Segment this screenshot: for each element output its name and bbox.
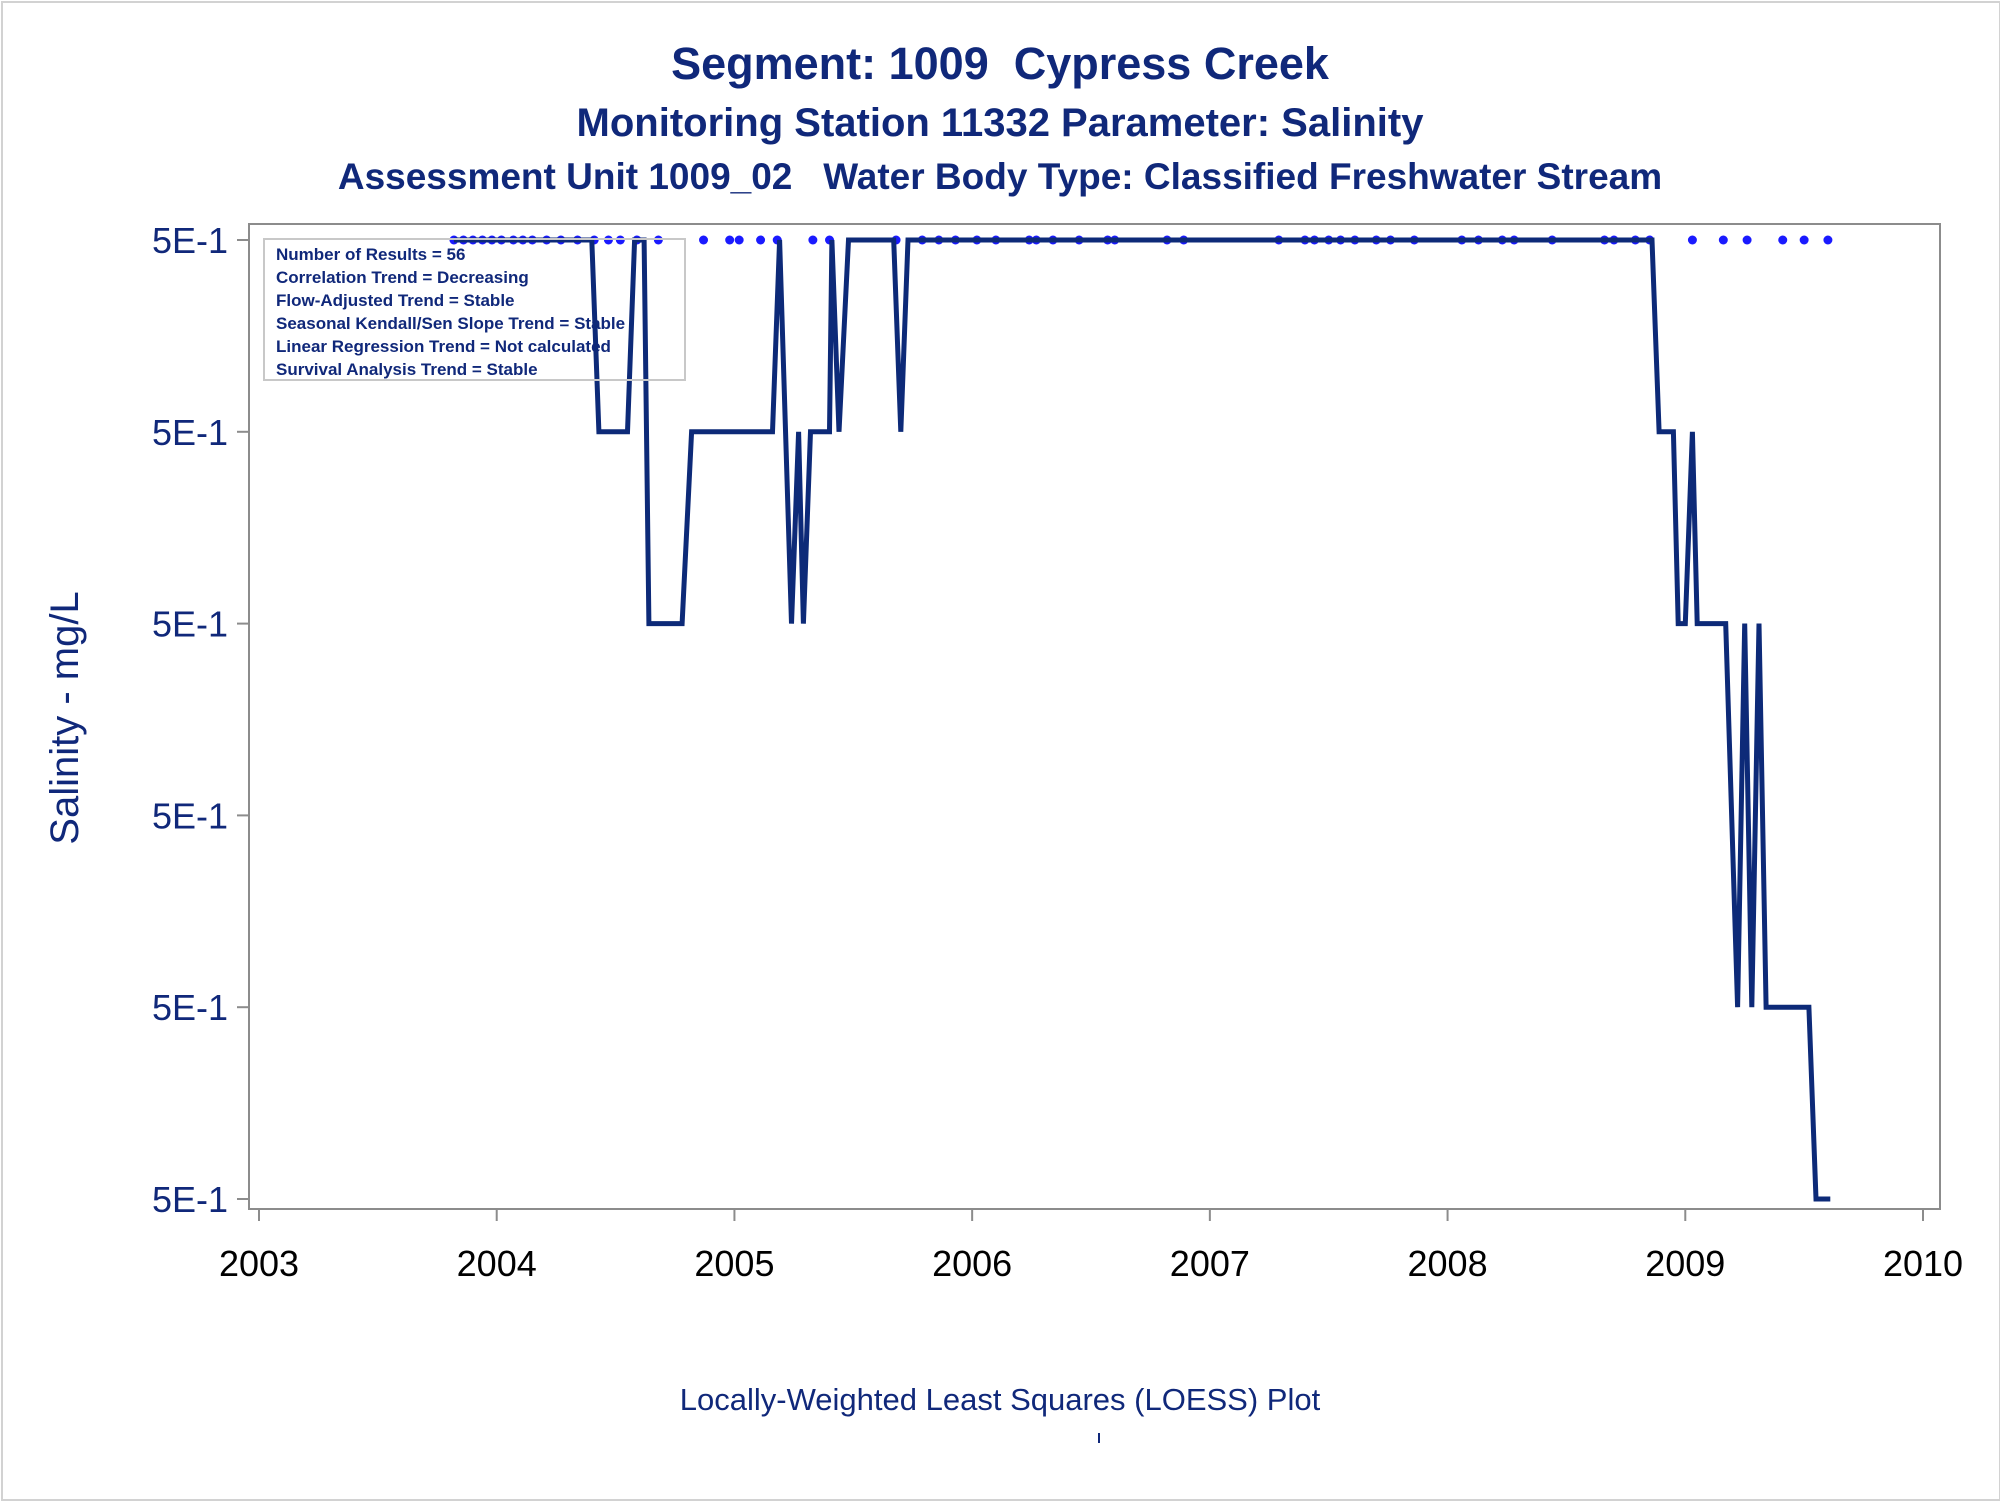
trend-info-line: Linear Regression Trend = Not calculated — [276, 337, 611, 356]
plot-area — [248, 223, 1941, 1210]
y-tick-label: 5E-1 — [152, 604, 228, 645]
trend-info-line: Seasonal Kendall/Sen Slope Trend = Stabl… — [276, 314, 625, 333]
trend-info-line: Flow-Adjusted Trend = Stable — [276, 291, 515, 310]
loess-line-path — [453, 237, 1831, 1202]
x-tick-label: 2004 — [457, 1243, 537, 1284]
trend-info-line: Survival Analysis Trend = Stable — [276, 360, 538, 379]
x-tick-label: 2009 — [1645, 1243, 1725, 1284]
x-tick-label: 2010 — [1883, 1243, 1963, 1284]
plot-footnote: Locally-Weighted Least Squares (LOESS) P… — [679, 1382, 1321, 1417]
data-point — [1823, 235, 1833, 245]
trend-info-line: Number of Results = 56 — [276, 245, 465, 264]
footnote-tick — [1098, 1433, 1100, 1443]
data-point — [1778, 235, 1788, 245]
y-axis: 5E-1 5E-1 5E-1 5E-1 5E-1 5E-1 — [152, 220, 249, 1220]
y-tick-label: 5E-1 — [152, 1179, 228, 1220]
chart-subtitle-station: Monitoring Station 11332 Parameter: Sali… — [576, 101, 1424, 145]
data-point — [725, 235, 735, 245]
y-tick-label: 5E-1 — [152, 795, 228, 836]
data-point — [756, 235, 766, 245]
y-tick-label: 5E-1 — [152, 987, 228, 1028]
y-tick-label: 5E-1 — [152, 220, 228, 261]
loess-line — [453, 237, 1831, 1202]
data-point — [699, 235, 709, 245]
trend-info-line: Correlation Trend = Decreasing — [276, 268, 529, 287]
x-axis: 2003 2004 2005 2006 2007 2008 2009 2010 — [219, 1209, 1963, 1284]
trend-info-box-border — [263, 238, 686, 381]
y-tick-label: 5E-1 — [152, 412, 228, 453]
chart-subtitle-assessment: Assessment Unit 1009_02 Water Body Type:… — [337, 156, 1663, 197]
trend-info-box: Number of Results = 56 Correlation Trend … — [263, 238, 686, 381]
data-point — [1742, 235, 1752, 245]
y-axis-label: Salinity - mg/L — [43, 591, 87, 844]
x-tick-label: 2003 — [219, 1243, 299, 1284]
x-tick-label: 2006 — [932, 1243, 1012, 1284]
data-point — [1799, 235, 1809, 245]
data-point — [1687, 235, 1697, 245]
x-tick-label: 2008 — [1408, 1243, 1488, 1284]
data-point — [1718, 235, 1728, 245]
x-tick-label: 2007 — [1170, 1243, 1250, 1284]
x-tick-label: 2005 — [694, 1243, 774, 1284]
chart-title: Segment: 1009 Cypress Creek — [671, 38, 1329, 89]
data-point — [734, 235, 744, 245]
data-point — [808, 235, 818, 245]
